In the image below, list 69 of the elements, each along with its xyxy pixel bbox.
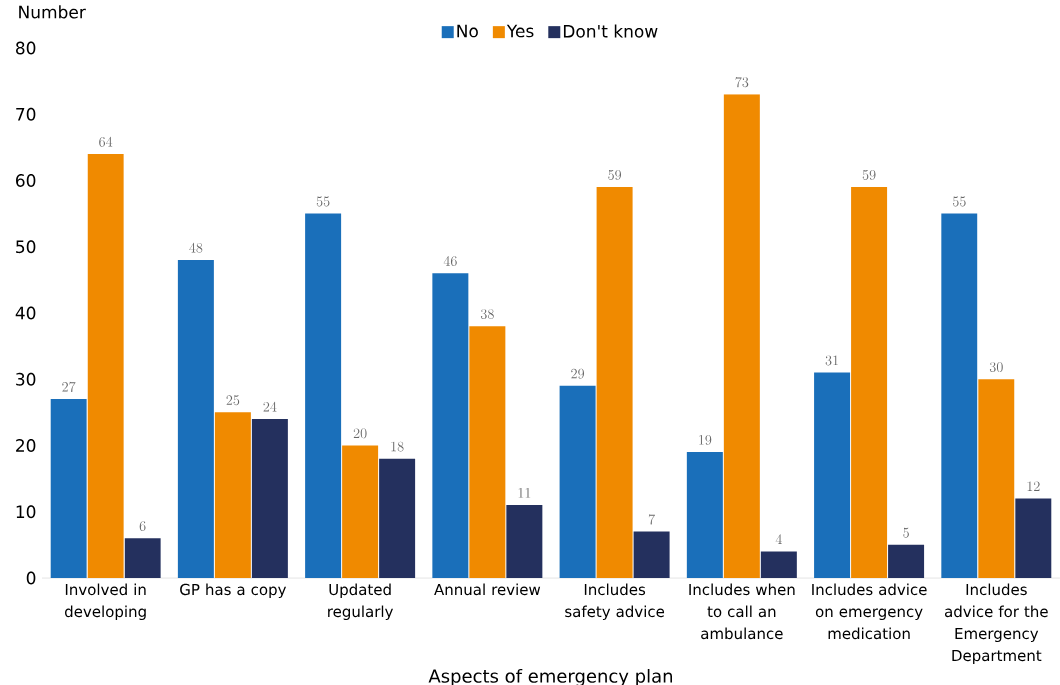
x-tick-label: Includes advice for the Emergency Department xyxy=(944,583,1048,665)
data-label: 4 xyxy=(775,534,782,544)
y-axis-title: Number xyxy=(19,5,86,19)
x-tick-label: Updated regularly xyxy=(328,583,393,621)
bar xyxy=(760,551,797,578)
bar xyxy=(1015,498,1052,578)
bar xyxy=(342,445,379,578)
data-label: 7 xyxy=(648,514,655,525)
legend-label: Yes xyxy=(506,24,534,38)
data-label: 59 xyxy=(608,170,622,180)
bar xyxy=(814,372,851,578)
legend-label: No xyxy=(457,24,478,38)
x-tick-label: Includes advice on emergency medication xyxy=(812,583,927,640)
y-tick-label: 10 xyxy=(16,505,36,519)
bar xyxy=(379,458,416,578)
data-label: 27 xyxy=(62,381,76,392)
x-tick-label: GP has a copy xyxy=(180,583,287,599)
data-label: 73 xyxy=(735,77,749,88)
bar xyxy=(506,505,543,578)
bar xyxy=(559,385,596,578)
y-tick-label: 50 xyxy=(16,240,36,254)
data-label: 38 xyxy=(480,309,494,320)
y-tick-label: 70 xyxy=(16,107,36,121)
data-label: 59 xyxy=(862,170,876,180)
data-label: 64 xyxy=(99,136,113,147)
data-label: 12 xyxy=(1027,481,1040,491)
bar xyxy=(50,399,87,578)
y-tick-label: 80 xyxy=(16,41,36,55)
bar xyxy=(686,452,723,578)
bar xyxy=(432,273,469,578)
bar xyxy=(177,259,214,578)
data-label: 48 xyxy=(189,242,203,253)
data-label: 31 xyxy=(825,355,838,366)
bar xyxy=(87,154,124,578)
data-label: 20 xyxy=(353,428,367,439)
bar xyxy=(305,213,342,578)
x-tick-label: Involved in developing xyxy=(65,583,146,621)
x-tick-label: Annual review xyxy=(434,583,541,596)
data-label: 29 xyxy=(571,368,585,379)
bar xyxy=(851,187,888,578)
y-tick-label: 0 xyxy=(26,571,36,585)
bar xyxy=(888,544,925,578)
data-label: 11 xyxy=(518,488,531,498)
bar xyxy=(251,418,288,578)
bar xyxy=(124,538,161,578)
bar xyxy=(941,213,978,578)
bar xyxy=(596,187,633,578)
data-label: 6 xyxy=(139,521,146,531)
x-tick-label: Includes when to call an ambulance xyxy=(689,583,795,640)
data-label: 55 xyxy=(952,196,966,207)
legend-label: Don't know xyxy=(563,24,658,38)
bar xyxy=(469,326,506,578)
y-tick-label: 40 xyxy=(15,306,36,320)
data-label: 18 xyxy=(391,441,404,452)
y-tick-label: 20 xyxy=(16,439,36,452)
bar xyxy=(214,412,251,578)
x-tick-label: Includes safety advice xyxy=(565,583,665,621)
bar xyxy=(633,531,670,578)
data-label: 25 xyxy=(226,395,240,406)
data-label: 55 xyxy=(316,196,330,207)
y-tick-label: 30 xyxy=(16,372,36,386)
data-label: 30 xyxy=(989,362,1003,373)
bar xyxy=(978,379,1015,578)
data-label: 19 xyxy=(699,435,712,445)
bar xyxy=(723,94,760,578)
data-label: 46 xyxy=(443,255,457,267)
y-tick-label: 60 xyxy=(16,174,36,187)
data-label: 24 xyxy=(263,401,277,412)
data-label: 5 xyxy=(903,527,909,538)
